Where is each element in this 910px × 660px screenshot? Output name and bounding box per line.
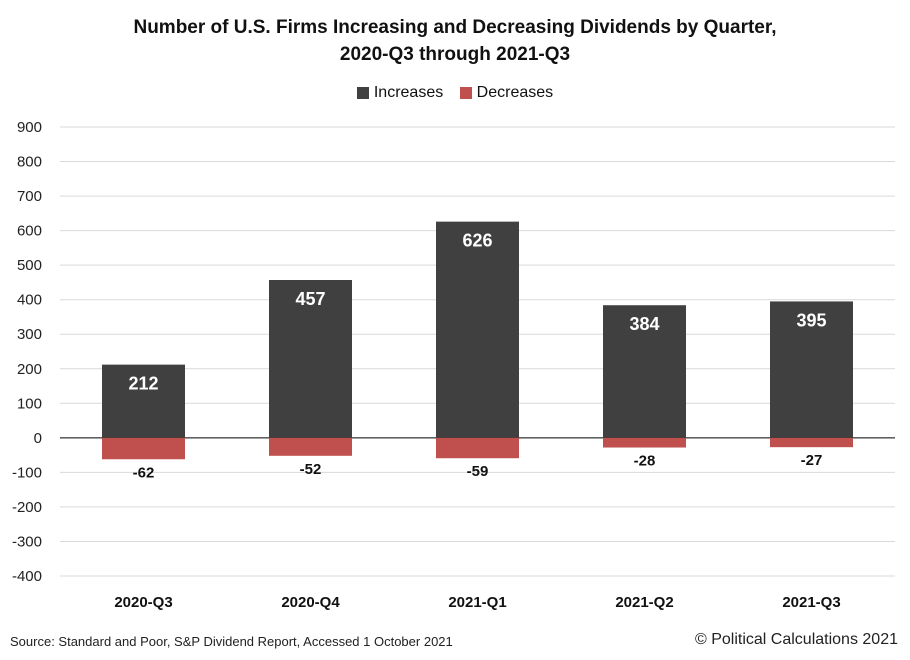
bar-increases (603, 305, 686, 438)
y-tick-label: 800 (17, 154, 42, 171)
bar-increases (269, 280, 352, 438)
y-tick-label: 100 (17, 395, 42, 412)
legend-item-decreases: Decreases (459, 84, 554, 102)
y-tick-label: -400 (12, 568, 42, 585)
y-tick-label: 400 (17, 292, 42, 309)
bar-decreases (603, 437, 686, 448)
data-label-increases: 626 (462, 231, 492, 251)
bar-increases (770, 301, 853, 438)
x-tick-label: 2021-Q2 (615, 594, 673, 611)
y-tick-label: 900 (17, 119, 42, 136)
bar-decreases (269, 437, 352, 456)
data-label-decreases: -52 (300, 461, 322, 478)
chart-title-line2: 2020-Q3 through 2021-Q3 (339, 44, 571, 65)
x-tick-label: 2021-Q1 (448, 594, 506, 611)
source-note: Source: Standard and Poor, S&P Dividend … (10, 634, 453, 649)
x-tick-label: 2020-Q4 (281, 594, 340, 611)
data-label-decreases: -27 (801, 452, 823, 469)
bar-increases (436, 221, 519, 438)
data-label-increases: 457 (295, 289, 325, 309)
copyright-note: © Political Calculations 2021 (694, 631, 898, 648)
data-label-decreases: -28 (634, 453, 656, 470)
y-tick-label: -200 (12, 499, 42, 516)
data-label-increases: 212 (128, 374, 158, 394)
legend-item-increases: Increases (356, 84, 444, 102)
y-tick-label: 500 (17, 257, 42, 274)
bar-decreases (770, 437, 853, 448)
bar-decreases (102, 437, 185, 460)
x-tick-label: 2021-Q3 (782, 594, 840, 611)
bar-increases (102, 364, 185, 438)
legend-label-increases: Increases (373, 84, 444, 101)
legend-label-decreases: Decreases (476, 84, 554, 101)
x-tick-label: 2020-Q3 (114, 594, 172, 611)
y-tick-label: -100 (12, 464, 42, 481)
y-tick-label: 300 (17, 326, 42, 343)
data-label-increases: 395 (796, 310, 826, 330)
data-label-increases: 384 (629, 314, 659, 334)
chart-title-line1: Number of U.S. Firms Increasing and Decr… (133, 17, 777, 38)
legend-swatch-increases (356, 87, 369, 99)
chart-title: Number of U.S. Firms Increasing and Decr… (0, 14, 910, 68)
y-tick-label: 0 (34, 430, 42, 447)
data-label-decreases: -59 (467, 463, 489, 480)
data-label-decreases: -62 (133, 464, 155, 481)
y-tick-label: 200 (17, 361, 42, 378)
y-tick-label: 700 (17, 188, 42, 205)
legend-swatch-decreases (459, 87, 472, 99)
y-tick-label: -300 (12, 533, 42, 550)
bar-decreases (436, 437, 519, 459)
y-tick-label: 600 (17, 223, 42, 240)
chart-legend: Increases Decreases (0, 84, 910, 104)
